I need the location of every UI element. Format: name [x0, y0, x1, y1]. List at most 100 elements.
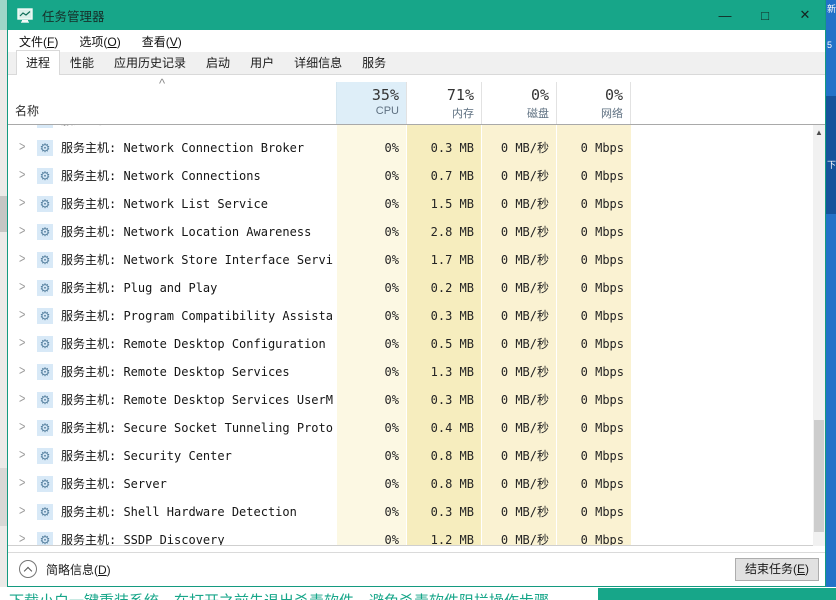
process-row[interactable]: > ⚙ 服务主机: Remote Desktop Services UserMo… [8, 386, 814, 414]
chevron-right-icon[interactable]: > [19, 531, 26, 546]
process-row[interactable]: > ⚙ 服务主机: [8, 125, 814, 134]
memory-cell: 0.3 MB [406, 498, 481, 526]
menu-item[interactable]: 文件(F) [19, 34, 59, 49]
service-gear-icon: ⚙ [37, 196, 53, 212]
process-row[interactable]: > ⚙ 服务主机: Remote Desktop Configuration 0… [8, 330, 814, 358]
cpu-cell: 0% [336, 190, 406, 218]
memory-cell: 2.8 MB [406, 218, 481, 246]
close-button[interactable]: ✕ [799, 7, 811, 22]
process-name: 服务主机: Network Connections [61, 169, 261, 183]
tab-3[interactable]: 应用历史记录 [114, 56, 187, 70]
vertical-scrollbar[interactable]: ▲ [813, 125, 825, 546]
chevron-right-icon[interactable]: > [19, 503, 26, 519]
process-row[interactable]: > ⚙ 服务主机: Network Location Awareness 0% … [8, 218, 814, 246]
minimize-button[interactable]: — [718, 7, 732, 23]
cpu-cell: 0% [336, 526, 406, 545]
disk-cell: 0 MB/秒 [481, 414, 556, 442]
process-row[interactable]: > ⚙ 服务主机: Security Center 0% 0.8 MB 0 MB… [8, 442, 814, 470]
background-teal-band [598, 588, 836, 600]
process-row[interactable]: > ⚙ 服务主机: Secure Socket Tunneling Protoc… [8, 414, 814, 442]
network-cell: 0 Mbps [556, 414, 631, 442]
memory-cell: 0.2 MB [406, 274, 481, 302]
name-column-header[interactable]: 名称 [15, 104, 40, 118]
service-gear-icon: ⚙ [37, 252, 53, 268]
tab-4[interactable]: 启动 [206, 56, 231, 70]
stat-percent: 35% [371, 86, 399, 104]
chevron-right-icon[interactable]: > [19, 335, 26, 351]
cpu-cell: 0% [336, 442, 406, 470]
tab-2[interactable]: 性能 [70, 56, 95, 70]
process-row[interactable]: > ⚙ 服务主机: Network Connections 0% 0.7 MB … [8, 162, 814, 190]
chevron-right-icon[interactable]: > [19, 447, 26, 463]
end-task-button[interactable]: 结束任务(E) [735, 558, 819, 581]
chevron-right-icon[interactable]: > [19, 125, 25, 127]
process-row[interactable]: > ⚙ 服务主机: Network List Service 0% 1.5 MB… [8, 190, 814, 218]
process-row[interactable]: > ⚙ 服务主机: SSDP Discovery 0% 1.2 MB 0 MB/… [8, 526, 814, 546]
memory-cell [406, 125, 481, 134]
tab-5[interactable]: 用户 [250, 56, 275, 70]
network-cell: 0 Mbps [556, 162, 631, 190]
network-cell: 0 Mbps [556, 498, 631, 526]
tab-bar: 进程 性能 应用历史记录 启动 用户 详细信息 服务 [8, 50, 825, 75]
menu-item[interactable]: 查看(V) [141, 34, 182, 49]
scrollbar-up-icon[interactable]: ▲ [815, 128, 823, 137]
tab-6[interactable]: 详细信息 [294, 56, 343, 70]
network-cell: 0 Mbps [556, 246, 631, 274]
scrollbar-thumb[interactable] [814, 420, 824, 532]
chevron-right-icon[interactable]: > [19, 195, 26, 211]
memory-cell: 0.8 MB [406, 470, 481, 498]
tab-7[interactable]: 服务 [362, 56, 387, 70]
footer-bar: 简略信息(D) 结束任务(E) [8, 552, 825, 586]
chevron-right-icon[interactable]: > [19, 363, 26, 379]
chevron-right-icon[interactable]: > [19, 475, 26, 491]
disk-cell: 0 MB/秒 [481, 358, 556, 386]
process-name: 服务主机: Security Center [61, 449, 232, 463]
stat-column-header[interactable]: 35% CPU [336, 82, 406, 124]
stat-percent: 0% [530, 86, 549, 104]
process-name: 服务主机: Remote Desktop Services UserMod... [61, 393, 333, 407]
chevron-right-icon[interactable]: > [19, 251, 26, 267]
stat-column-header[interactable]: 0% 磁盘 [481, 82, 556, 124]
disk-cell: 0 MB/秒 [481, 134, 556, 162]
cpu-cell: 0% [336, 246, 406, 274]
disk-cell: 0 MB/秒 [481, 526, 556, 545]
window-title: 任务管理器 [42, 9, 105, 24]
chevron-right-icon[interactable]: > [19, 391, 26, 407]
chevron-right-icon[interactable]: > [19, 307, 26, 323]
service-gear-icon: ⚙ [37, 392, 53, 408]
process-row[interactable]: > ⚙ 服务主机: Network Store Interface Servic… [8, 246, 814, 274]
service-gear-icon: ⚙ [37, 476, 53, 492]
process-name: 服务主机: SSDP Discovery [61, 533, 225, 546]
process-row[interactable]: > ⚙ 服务主机: Server 0% 0.8 MB 0 MB/秒 0 Mbps [8, 470, 814, 498]
title-bar: 任务管理器 — □ ✕ [8, 0, 825, 30]
maximize-button[interactable]: □ [761, 7, 769, 23]
tab-1[interactable]: 进程 [16, 50, 61, 75]
stat-column-header[interactable]: 71% 内存 [406, 82, 481, 124]
process-row[interactable]: > ⚙ 服务主机: Network Connection Broker 0% 0… [8, 134, 814, 162]
desktop-left-strip [0, 0, 7, 600]
stat-column-header[interactable]: 0% 网络 [556, 82, 631, 124]
process-row[interactable]: > ⚙ 服务主机: Plug and Play 0% 0.2 MB 0 MB/秒… [8, 274, 814, 302]
memory-cell: 1.5 MB [406, 190, 481, 218]
memory-cell: 0.5 MB [406, 330, 481, 358]
process-row[interactable]: > ⚙ 服务主机: Shell Hardware Detection 0% 0.… [8, 498, 814, 526]
window-controls: — □ ✕ [705, 0, 825, 30]
chevron-right-icon[interactable]: > [19, 279, 26, 295]
chevron-right-icon[interactable]: > [19, 167, 26, 183]
process-name: 服务主机: Server [61, 477, 167, 491]
cpu-cell: 0% [336, 358, 406, 386]
chevron-right-icon[interactable]: > [19, 139, 26, 155]
process-row[interactable]: > ⚙ 服务主机: Program Compatibility Assistan… [8, 302, 814, 330]
disk-cell [481, 125, 556, 134]
disk-cell: 0 MB/秒 [481, 162, 556, 190]
service-gear-icon: ⚙ [37, 504, 53, 520]
menu-item[interactable]: 选项(O) [79, 34, 121, 49]
fewer-details-toggle[interactable]: 简略信息(D) [19, 560, 111, 578]
cpu-cell: 0% [336, 498, 406, 526]
service-gear-icon: ⚙ [37, 364, 53, 380]
chevron-right-icon[interactable]: > [19, 419, 26, 435]
process-name: 服务主机: Network Location Awareness [61, 225, 312, 239]
chevron-right-icon[interactable]: > [19, 223, 26, 239]
process-list-inner: > ⚙ 服务主机: > ⚙ 服务主机: Network Connection B… [8, 125, 814, 546]
process-row[interactable]: > ⚙ 服务主机: Remote Desktop Services 0% 1.3… [8, 358, 814, 386]
